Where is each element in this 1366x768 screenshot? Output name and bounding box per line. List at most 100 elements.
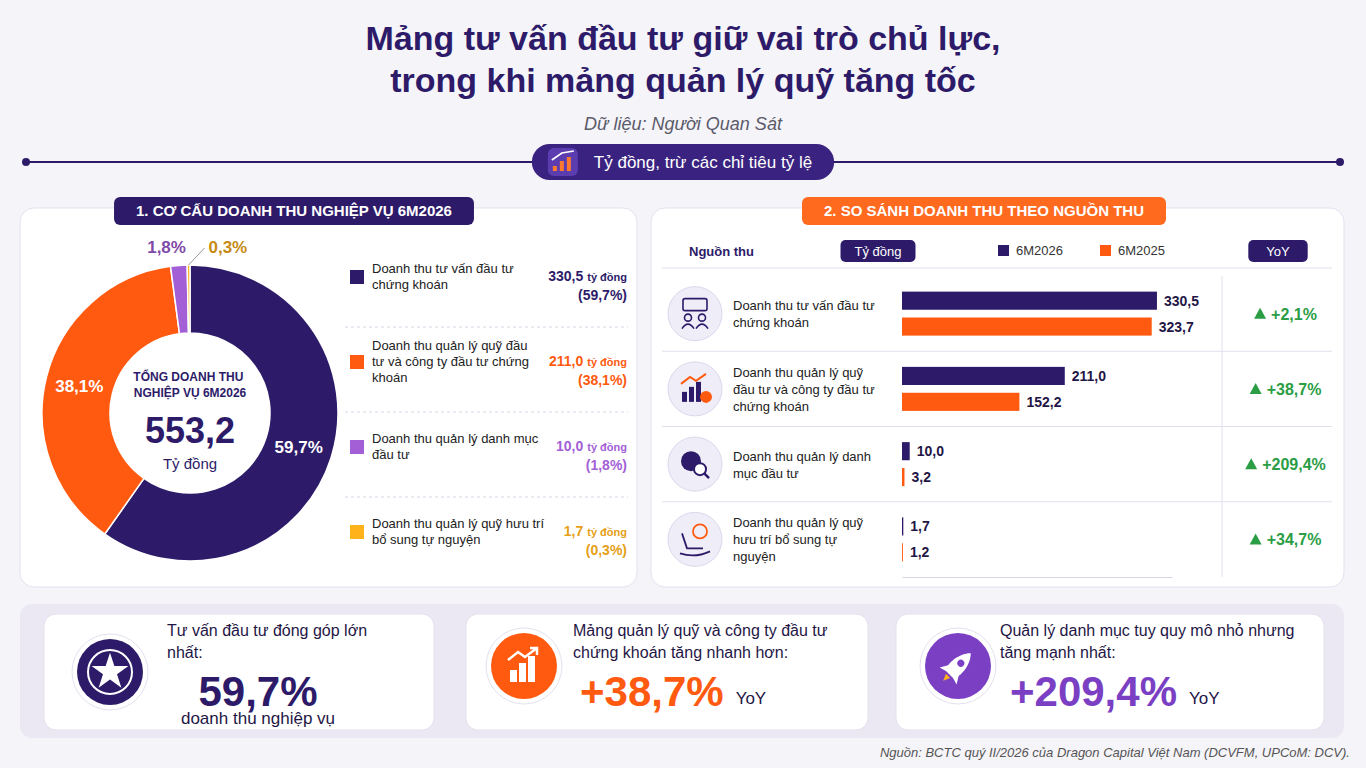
icon	[553, 166, 557, 171]
icon	[935, 645, 980, 690]
highlight-note: YoY	[736, 689, 767, 708]
icon	[693, 524, 707, 538]
icon	[941, 674, 950, 683]
text-line: mục đầu tư	[733, 466, 799, 481]
header-rule	[662, 268, 1332, 269]
data-label: 330,5	[1164, 293, 1199, 309]
legend-amount: 211,0tỷ đồng	[549, 353, 627, 369]
change-label: +2,1%	[1271, 306, 1317, 323]
total: 553,2	[145, 410, 235, 451]
row-icon	[668, 437, 722, 491]
icon	[548, 148, 578, 176]
category-label: Doanh thu quản lý quỹ hưu trí bổ sung tự…	[733, 515, 867, 564]
highlight-card	[896, 614, 1324, 730]
amount-unit: tỷ đồng	[587, 441, 627, 453]
text-line: TỔNG DOANH THU	[133, 369, 246, 384]
text-line: chứng khoán	[372, 277, 448, 292]
amount-label: 211,0	[549, 353, 583, 369]
icon	[560, 161, 564, 171]
row-icon	[668, 287, 722, 341]
legend-label: Doanh thu tư vấn đầu tư chứng khoán	[372, 261, 517, 292]
text-line: Mảng quản lý quỹ và công ty đầu tư	[573, 622, 832, 639]
icon-bg	[668, 512, 722, 566]
share-label: (59,7%)	[578, 287, 627, 303]
slice-label: 59,7%	[275, 438, 323, 457]
category-label: Doanh thu tư vấn đầu tư chứng khoán	[733, 298, 878, 330]
share-label: (0,3%)	[586, 542, 627, 558]
data-label: 1,2	[910, 544, 930, 560]
change-arrow	[1245, 458, 1257, 469]
change-label: +38,7%	[1267, 381, 1322, 398]
data-label: 1,7	[910, 518, 930, 534]
data-label: 3,2	[911, 469, 931, 485]
panel-title: 1. CƠ CẤU DOANH THU NGHIỆP VỤ 6M2026	[114, 197, 474, 225]
text-line: Doanh thu quản lý danh	[733, 449, 875, 464]
icon	[508, 648, 537, 660]
icon	[704, 473, 709, 478]
icon-bg	[668, 287, 722, 341]
text-line: Quản lý danh mục tuy quy mô nhỏ nhưng	[1000, 622, 1299, 639]
highlight-text: Quản lý danh mục tuy quy mô nhỏ nhưng tă…	[1000, 622, 1299, 661]
category-label: Doanh thu quản lý quỹ đầu tư và công ty …	[733, 365, 878, 414]
panel-title: 2. SO SÁNH DOANH THU THEO NGUỒN THU	[802, 197, 1166, 225]
share-label: (1,8%)	[586, 457, 627, 473]
separator	[345, 412, 628, 413]
separator	[345, 327, 628, 328]
slice	[187, 265, 190, 333]
text-line: chứng khoán	[733, 315, 809, 330]
highlight-icon	[486, 628, 562, 704]
text-line: Doanh thu tư vấn đầu tư	[733, 298, 878, 313]
row-icon	[668, 362, 722, 416]
axis-line	[903, 577, 1173, 578]
change-header: YoY	[1248, 240, 1307, 262]
bar	[902, 517, 903, 535]
panel	[20, 208, 637, 587]
legend-label: Doanh thu quản lý danh mục đầu tư	[372, 431, 542, 462]
unit-tag: Tỷ đồng	[841, 240, 916, 262]
legend-label: 6M2026	[1016, 243, 1063, 258]
icon	[944, 648, 976, 680]
bar	[902, 543, 903, 561]
text-line: Doanh thu tư vấn đầu tư	[372, 261, 517, 276]
text-line: Tư vấn đầu tư đóng góp lớn	[167, 622, 371, 639]
bar	[902, 442, 910, 460]
change-arrow	[1254, 308, 1266, 319]
legend-swatch	[998, 245, 1009, 256]
text-line: chứng khoán	[733, 399, 809, 414]
icon-bg	[491, 633, 557, 699]
highlight-icon	[72, 634, 148, 710]
legend-label: Doanh thu quản lý quỹ hưu trí bổ sung tự…	[372, 516, 548, 547]
icon	[519, 663, 526, 682]
legend-label: 6M2025	[1118, 243, 1165, 258]
separator	[345, 497, 628, 498]
icon-ring	[486, 628, 562, 704]
highlight-text: Mảng quản lý quỹ và công ty đầu tư chứng…	[573, 622, 832, 661]
unit-label: Tỷ đồng	[855, 244, 902, 259]
change-label: +209,4%	[1262, 456, 1326, 473]
icon	[92, 653, 129, 688]
panel-title: 1. CƠ CẤU DOANH THU NGHIỆP VỤ 6M2026	[136, 202, 452, 219]
icon	[88, 650, 132, 694]
amount-label: 1,7	[564, 523, 584, 539]
row-separator	[662, 351, 1332, 352]
data-label: 211,0	[1072, 368, 1106, 384]
change-label: +34,7%	[1267, 531, 1322, 548]
unit-pill: Tỷ đồng, trừ các chỉ tiêu tỷ lệ	[532, 144, 834, 180]
bar	[902, 318, 1152, 336]
data-label: 323,7	[1159, 319, 1194, 335]
icon	[528, 656, 535, 682]
icon	[685, 314, 692, 321]
highlight-text: Tư vấn đầu tư đóng góp lớn nhất:	[167, 622, 371, 661]
highlight-strip	[20, 604, 1344, 738]
icon	[682, 392, 687, 402]
donut	[42, 265, 338, 561]
icon	[689, 387, 694, 402]
divider-dot	[1336, 158, 1344, 166]
highlight-note: doanh thu nghiệp vụ	[181, 709, 335, 728]
pill-bg	[532, 144, 834, 180]
center-label: TỔNG DOANH THU NGHIỆP VỤ 6M2026	[133, 369, 246, 400]
highlight-icon	[920, 628, 996, 704]
highlight-card	[44, 614, 434, 730]
bars	[902, 292, 1157, 562]
icon	[567, 157, 571, 171]
